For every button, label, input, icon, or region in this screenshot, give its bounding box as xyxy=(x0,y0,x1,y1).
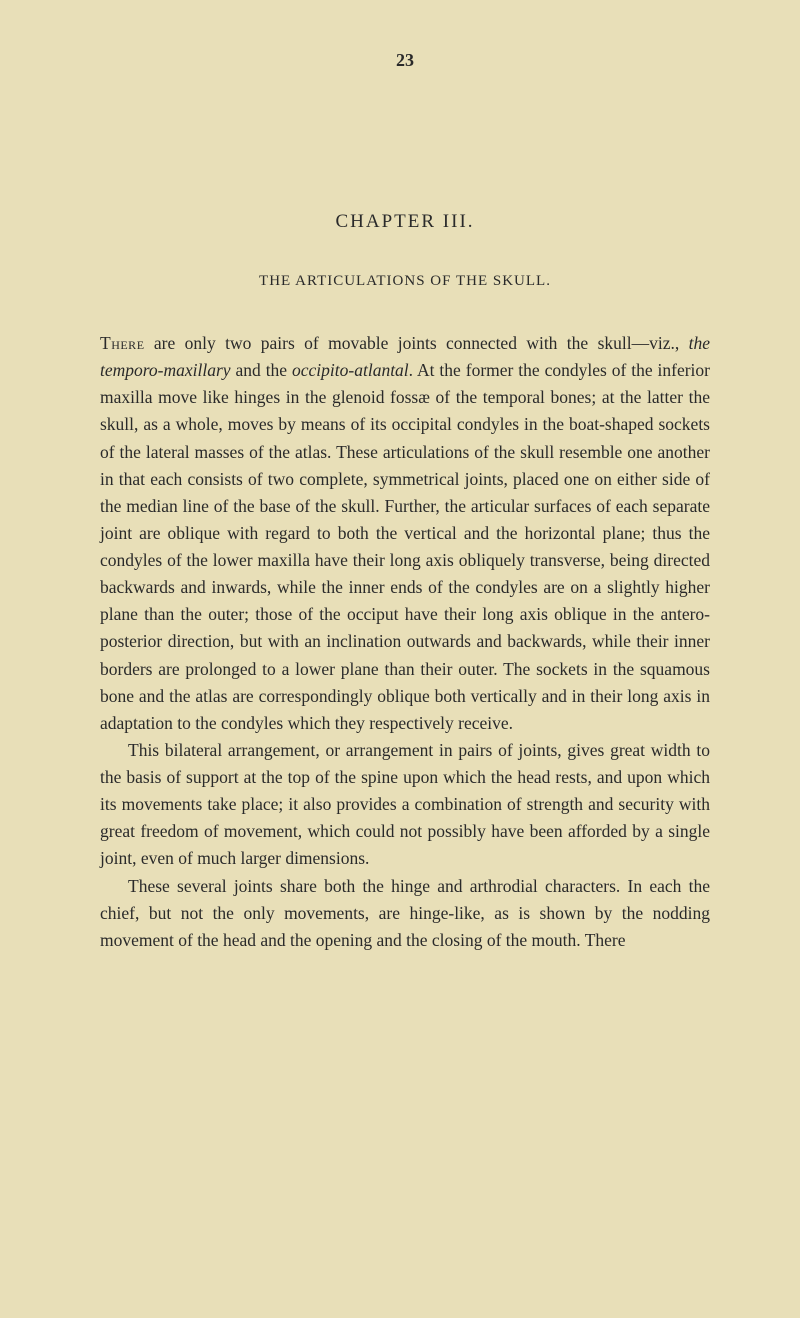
paragraph-lead: There xyxy=(100,333,145,353)
text-span: are only two pairs of movable joints con… xyxy=(145,333,689,353)
page-number: 23 xyxy=(100,50,710,71)
paragraph-3: These several joints share both the hing… xyxy=(100,873,710,954)
body-text: There are only two pairs of movable join… xyxy=(100,330,710,954)
italic-span: occipito-atlantal xyxy=(292,360,409,380)
text-span: . At the former the condyles of the infe… xyxy=(100,360,710,733)
section-title: THE ARTICULATIONS OF THE SKULL. xyxy=(100,273,710,290)
text-span: and the xyxy=(231,360,292,380)
chapter-title: CHAPTER III. xyxy=(100,211,710,233)
paragraph-1: There are only two pairs of movable join… xyxy=(100,330,710,737)
paragraph-2: This bilateral arrangement, or arrangeme… xyxy=(100,737,710,873)
